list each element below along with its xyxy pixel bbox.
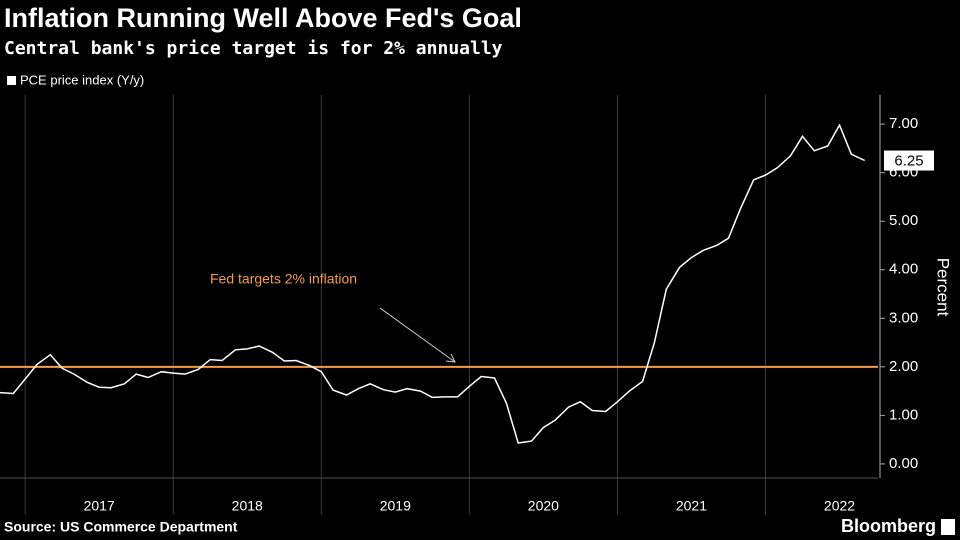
y-tick-label: 5.00 (889, 212, 918, 229)
x-tick-label: 2022 (824, 498, 855, 514)
value-label-box (884, 150, 934, 171)
x-tick-label: 2021 (676, 498, 707, 514)
y-tick-label: 1.00 (889, 406, 918, 423)
source: Source: US Commerce Department (4, 519, 238, 535)
x-tick-label: 2020 (528, 498, 559, 514)
chart-subtitle: Central bank's price target is for 2% an… (4, 38, 503, 59)
x-tick-label: 2019 (380, 498, 411, 514)
y-tick-label: 2.00 (889, 358, 918, 375)
y-tick-label: 0.00 (889, 455, 918, 472)
legend-label: PCE price index (Y/y) (20, 72, 144, 87)
annotation-arrowhead (445, 353, 456, 363)
brand-icon (941, 519, 955, 535)
x-tick-label: 2017 (84, 498, 115, 514)
y-tick-label: 7.00 (889, 115, 918, 132)
y-tick-label: 3.00 (889, 309, 918, 326)
value-label: 6.25 (894, 153, 923, 170)
x-tick-label: 2018 (232, 498, 263, 514)
annotation: Fed targets 2% inflation (210, 271, 357, 287)
chart-title: Inflation Running Well Above Fed's Goal (4, 3, 522, 33)
series-line (0, 123, 866, 444)
y-axis-title: Percent (934, 258, 953, 317)
legend-swatch (7, 76, 16, 85)
y-tick-label: 4.00 (889, 261, 918, 278)
annotation-arrow (379, 307, 456, 363)
brand: Bloomberg (841, 516, 936, 536)
